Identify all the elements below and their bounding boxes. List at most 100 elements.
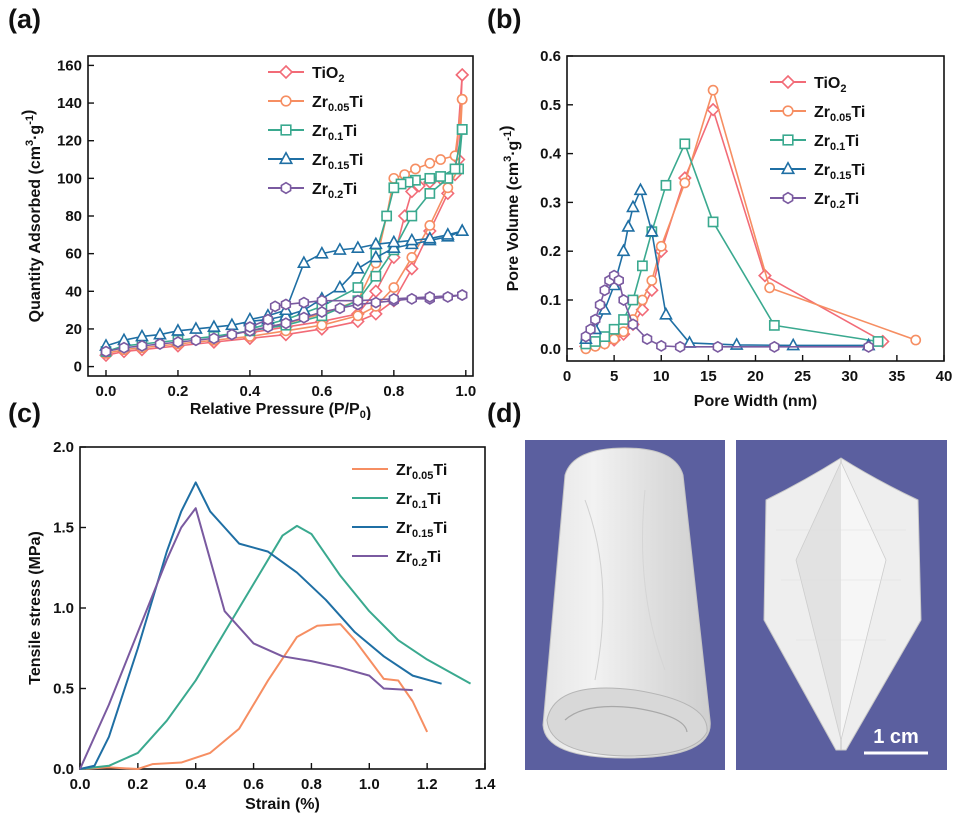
series-zr0-2ti — [580, 269, 874, 353]
data-point — [786, 337, 801, 351]
legend-label: Zr0.15Ti — [396, 520, 447, 540]
data-point — [872, 336, 884, 347]
x-tick-label: 0.6 — [311, 383, 332, 400]
series-line — [585, 274, 869, 348]
adsorption-point — [442, 290, 454, 303]
desorption-point — [352, 294, 364, 307]
legend-label: Zr0.1Ti — [396, 491, 441, 511]
x-tick-label: 5 — [610, 368, 618, 385]
desorption-point — [297, 255, 311, 268]
x-tick-label: 10 — [653, 368, 670, 385]
x-tick-label: 0.0 — [70, 776, 91, 793]
data-point — [585, 323, 596, 336]
data-point — [589, 336, 601, 347]
data-point — [618, 314, 629, 325]
x-tick-label: 30 — [841, 368, 858, 385]
series-zr0-1ti — [79, 524, 472, 770]
y-tick-label: 120 — [57, 133, 82, 150]
desorption-point — [333, 242, 347, 255]
data-point — [627, 318, 639, 331]
desorption-point — [440, 227, 455, 240]
adsorption-point — [424, 220, 436, 231]
legend-label: Zr0.15Ti — [814, 162, 865, 182]
chart-a-isotherm: 0.0 0.2 0.4 0.6 0.8 1.0 0 20 40 60 80 100 120 140 160 R… — [20, 55, 476, 420]
data-point — [626, 199, 640, 213]
y-tick-label: 140 — [57, 95, 82, 112]
adsorption-point — [226, 328, 238, 341]
legend-marker — [780, 161, 796, 175]
desorption-point — [368, 236, 383, 250]
legend-item-zr0-05ti: Zr0.05Ti — [268, 94, 363, 114]
legend-marker — [278, 64, 294, 80]
y-tick-label: 0.5 — [53, 681, 74, 698]
legend-item-tio2: TiO2 — [770, 74, 847, 95]
series-line — [585, 89, 916, 350]
series-zr0-2ti — [100, 289, 468, 358]
data-point — [618, 326, 629, 338]
data-point — [655, 240, 667, 252]
adsorption-point — [333, 279, 347, 293]
x-tick-label: 35 — [889, 368, 906, 385]
y-tick-label: 0.5 — [540, 97, 561, 114]
data-point — [707, 216, 719, 228]
y-tick-label: 80 — [65, 208, 82, 225]
desorption-point — [410, 163, 421, 175]
data-point — [594, 298, 606, 311]
desorption-point — [244, 321, 256, 334]
x-tick-label: 0.2 — [127, 776, 148, 793]
desorption-point — [456, 124, 468, 135]
y-axis-label: Tensile stress (MPa) — [27, 531, 44, 685]
x-tick-label: 0.4 — [185, 776, 207, 793]
legend-item-zr0-15ti: Zr0.15Ti — [268, 151, 363, 172]
legend-marker — [780, 74, 796, 90]
x-tick-label: 0.4 — [239, 383, 261, 400]
x-axis-label: Strain (%) — [245, 796, 320, 813]
x-tick-label: 0.8 — [301, 776, 322, 793]
data-point — [608, 333, 620, 345]
data-point — [712, 340, 723, 353]
adsorption-point — [100, 345, 112, 358]
y-tick-label: 100 — [57, 170, 82, 187]
desorption-point — [456, 289, 468, 302]
adsorption-point — [406, 252, 418, 263]
data-point — [769, 340, 780, 353]
desorption-point — [315, 245, 329, 259]
legend-label: Zr0.05Ti — [814, 104, 865, 124]
y-axis-label: Pore Volume (cm3·g-1) — [498, 126, 522, 292]
data-point — [910, 334, 922, 346]
legend-item-zr0-2ti: Zr0.2Ti — [268, 181, 357, 201]
legend-label: Zr0.2Ti — [814, 191, 859, 211]
series-line — [79, 507, 413, 770]
desorption-point — [386, 234, 401, 248]
y-tick-label: 0.3 — [540, 194, 561, 211]
y-tick-label: 60 — [65, 246, 82, 263]
scale-bar-label: 1 cm — [873, 726, 919, 748]
desorption-point — [422, 230, 437, 244]
adsorption-point — [207, 319, 221, 332]
adsorption-point — [406, 210, 418, 222]
panel-label-b: (b) — [487, 4, 522, 34]
data-point — [644, 224, 659, 237]
desorption-point — [455, 67, 470, 82]
desorption-point — [449, 163, 461, 175]
adsorption-point — [316, 319, 328, 331]
x-tick-label: 1.4 — [475, 776, 497, 793]
y-tick-label: 0.1 — [540, 292, 561, 309]
legend-marker — [280, 124, 292, 136]
adsorption-point — [406, 292, 418, 305]
x-tick-label: 1.0 — [455, 383, 476, 400]
data-point — [646, 275, 658, 286]
y-axis-label: Quantity Adsorbed (cm3·g-1) — [20, 110, 44, 323]
y-tick-label: 1.5 — [53, 520, 74, 537]
x-tick-label: 1.2 — [417, 776, 438, 793]
legend-label: Zr0.1Ti — [312, 123, 357, 143]
adsorption-point — [404, 261, 419, 276]
desorption-point — [388, 182, 400, 194]
legend-marker — [782, 105, 794, 117]
data-point — [636, 294, 648, 306]
y-tick-label: 0 — [74, 359, 82, 376]
legend-item-zr0-05ti: Zr0.05Ti — [352, 462, 447, 482]
y-tick-label: 0.4 — [540, 146, 562, 163]
desorption-point — [435, 154, 447, 165]
series-zr0-05ti — [79, 623, 429, 770]
